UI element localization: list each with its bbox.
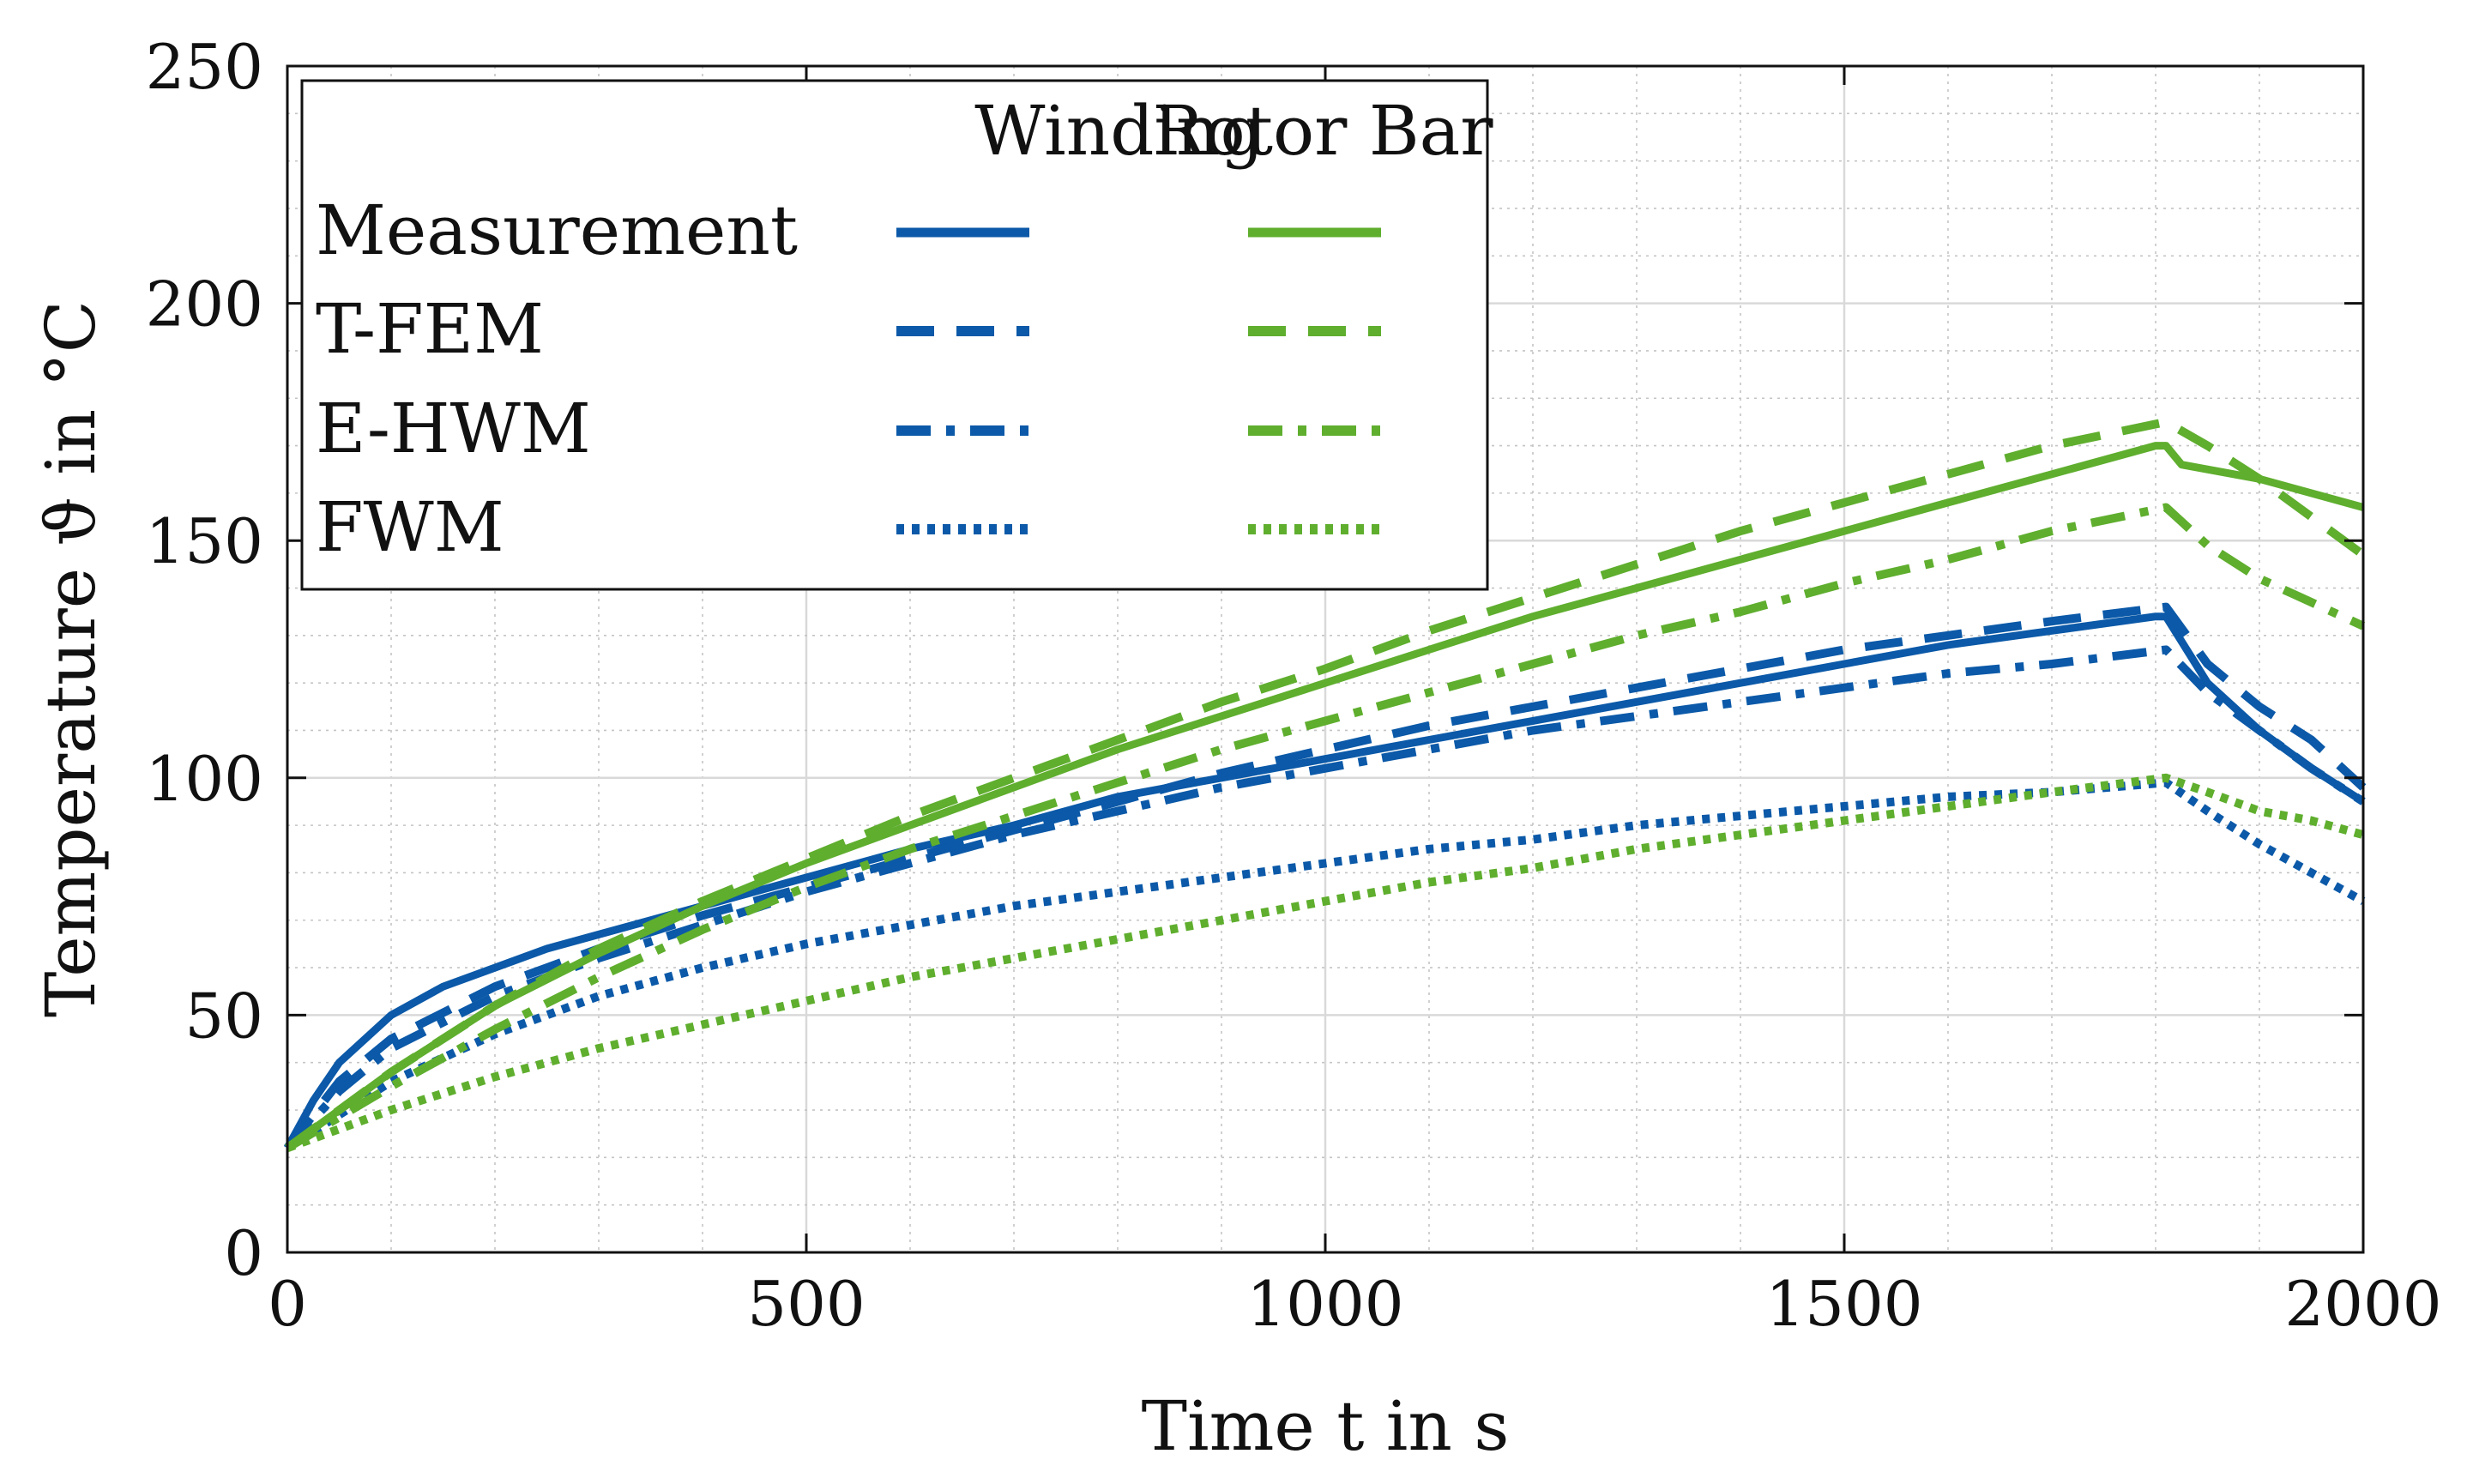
x-tick-label: 1500 bbox=[1765, 1268, 1922, 1340]
legend-row-label-t-fem: T-FEM bbox=[316, 289, 544, 369]
legend-box bbox=[300, 79, 1489, 591]
series-line-rotor-bar-fwm bbox=[286, 773, 2365, 1152]
y-tick-label: 200 bbox=[146, 268, 263, 341]
legend-col-header-rotor-bar: Rotor Bar bbox=[1152, 91, 1493, 171]
series-line-winding-measurement bbox=[284, 612, 2366, 1150]
x-tick-label: 0 bbox=[268, 1268, 307, 1340]
legend: Winding Rotor Bar Measurement T-FEM E-HW… bbox=[300, 79, 1493, 591]
series-line-winding-fwm bbox=[285, 778, 2366, 1152]
tick-labels: 0 500 1000 1500 2000 0 50 100 150 200 250 bbox=[146, 31, 2442, 1340]
x-tick-label: 500 bbox=[747, 1268, 865, 1340]
series-lines bbox=[284, 417, 2367, 1152]
y-tick-label: 150 bbox=[146, 505, 263, 577]
series-line-rotor-bar-t-fem bbox=[285, 417, 2366, 1152]
y-tick-label: 50 bbox=[184, 980, 263, 1052]
y-tick-label: 250 bbox=[146, 31, 263, 103]
legend-row-label-measurement: Measurement bbox=[316, 190, 798, 270]
legend-row-label-e-hwm: E-HWM bbox=[316, 389, 591, 468]
x-axis-label: Time t in s bbox=[1142, 1386, 1510, 1466]
series-line-winding-t-fem bbox=[284, 602, 2367, 1151]
x-tick-label: 1000 bbox=[1246, 1268, 1403, 1340]
y-tick-label: 0 bbox=[224, 1217, 263, 1289]
legend-row-label-fwm: FWM bbox=[316, 487, 504, 567]
y-tick-label: 100 bbox=[146, 743, 263, 815]
x-tick-label: 2000 bbox=[2284, 1268, 2441, 1340]
legend-swatches bbox=[896, 227, 1381, 534]
series-line-rotor-bar-e-hwm bbox=[285, 503, 2366, 1152]
series-line-rotor-bar-measurement bbox=[285, 442, 2365, 1151]
legend-col-header-winding: Winding bbox=[974, 91, 1264, 171]
y-axis-label: Temperature ϑ in °C bbox=[31, 300, 111, 1017]
